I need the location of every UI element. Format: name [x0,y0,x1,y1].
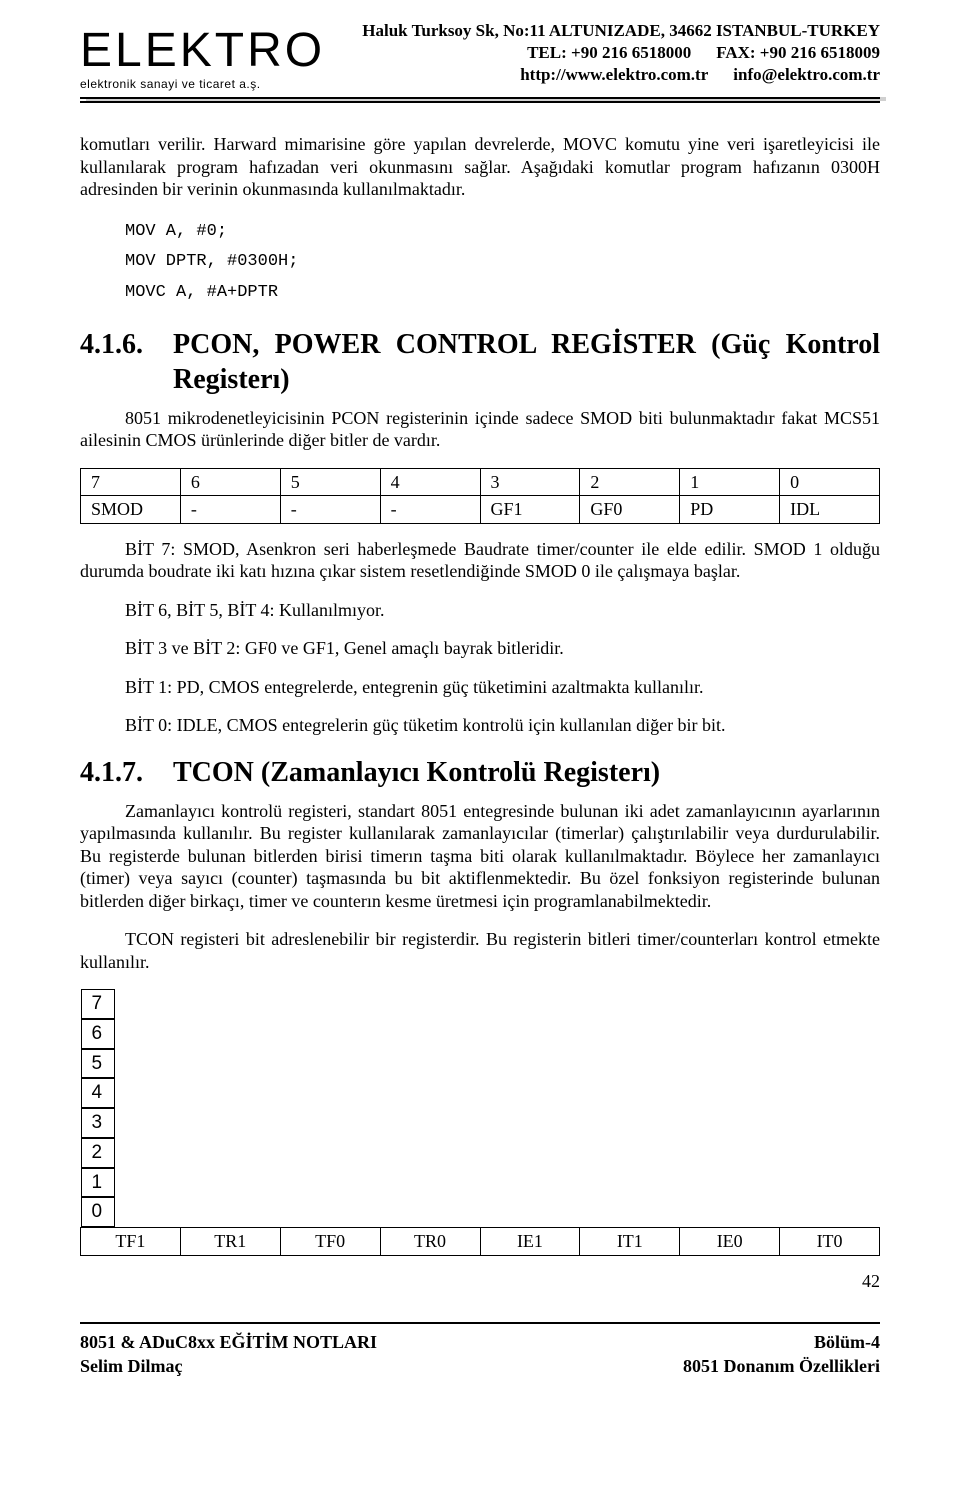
footer-left: 8051 & ADuC8xx EĞİTİM NOTLARI Selim Dilm… [80,1330,377,1379]
pcon-smod: SMOD [81,496,181,524]
contact-block: Haluk Turksoy Sk, No:11 ALTUNIZADE, 3466… [345,20,880,91]
tcon-it1: IT1 [580,1228,680,1256]
pcon-d6: - [180,496,280,524]
table-row: 7 6 5 4 3 2 1 0 [81,468,880,496]
tcon-register-table: 7 6 5 4 3 2 1 0 TF1 TR1 TF0 TR0 IE1 IT1 … [80,989,880,1256]
pcon-register-table: 7 6 5 4 3 2 1 0 SMOD - - - GF1 GF0 PD ID… [80,468,880,524]
pcon-pd: PD [680,496,780,524]
para-intro: komutları verilir. Harward mimarisine gö… [80,133,880,201]
logo-block: ELEKTRO elektronik sanayi ve ticaret a.ş… [80,27,325,91]
footer-rule [80,1322,880,1324]
footer-left-2: Selim Dilmaç [80,1354,377,1378]
pcon-d4: - [380,496,480,524]
pcon-bit-7: 7 [81,468,181,496]
pcon-bit-5: 5 [280,468,380,496]
bit7-desc: BİT 7: SMOD, Asenkron seri haberleşmede … [80,538,880,583]
fax: FAX: +90 216 6518009 [716,43,880,62]
section-title: PCON, POWER CONTROL REGİSTER (Güç Kontro… [173,327,880,397]
section-num: 4.1.7. [80,755,143,790]
sec416-intro: 8051 mikrodenetleyicisinin PCON register… [80,407,880,452]
body-text: komutları verilir. Harward mimarisine gö… [80,133,880,1378]
footer-right: Bölüm-4 8051 Donanım Özellikleri [683,1330,880,1379]
footer-right-1: Bölüm-4 [683,1330,880,1354]
document-page: ELEKTRO elektronik sanayi ve ticaret a.ş… [0,0,960,1511]
pcon-bit-0: 0 [780,468,880,496]
tcon-tf1: TF1 [81,1228,181,1256]
tcon-ie0: IE0 [680,1228,780,1256]
page-footer: 8051 & ADuC8xx EĞİTİM NOTLARI Selim Dilm… [80,1330,880,1379]
bit32-desc: BİT 3 ve BİT 2: GF0 ve GF1, Genel amaçlı… [125,637,880,660]
tcon-tr0: TR0 [380,1228,480,1256]
tcon-bit-7: 7 [81,989,115,1019]
section-416-heading: 4.1.6. PCON, POWER CONTROL REGİSTER (Güç… [80,327,880,397]
section-num: 4.1.6. [80,327,143,397]
pcon-bit-3: 3 [480,468,580,496]
pcon-d5: - [280,496,380,524]
section-title: TCON (Zamanlayıcı Kontrolü Registerı) [173,755,880,790]
tcon-bit-4: 4 [81,1078,115,1108]
footer-left-1: 8051 & ADuC8xx EĞİTİM NOTLARI [80,1330,377,1354]
phone-line: TEL: +90 216 6518000 FAX: +90 216 6518009 [345,42,880,64]
bit654-desc: BİT 6, BİT 5, BİT 4: Kullanılmıyor. [125,599,880,622]
table-row: 7 6 5 4 3 2 1 0 [81,989,880,1228]
pcon-bit-2: 2 [580,468,680,496]
sec417-p2: TCON registeri bit adreslenebilir bir re… [80,928,880,973]
web-line: http://www.elektro.com.tr info@elektro.co… [345,64,880,86]
tcon-tf0: TF0 [280,1228,380,1256]
code-line-2: MOV DPTR, #0300H; [125,247,880,278]
tcon-bit-1: 1 [81,1168,115,1198]
pcon-idl: IDL [780,496,880,524]
page-header: ELEKTRO elektronik sanayi ve ticaret a.ş… [80,0,880,91]
code-line-3: MOVC A, #A+DPTR [125,278,880,309]
tcon-ie1: IE1 [480,1228,580,1256]
tcon-bit-2: 2 [81,1138,115,1168]
logo-sub: elektronik sanayi ve ticaret a.ş. [80,77,325,91]
page-number: 42 [80,1270,880,1293]
email: info@elektro.com.tr [733,65,880,84]
tel: TEL: +90 216 6518000 [527,43,691,62]
tcon-bit-5: 5 [81,1049,115,1079]
tcon-bit-6: 6 [81,1019,115,1049]
code-line-1: MOV A, #0; [125,217,880,248]
pcon-bit-4: 4 [380,468,480,496]
sec417-p1: Zamanlayıcı kontrolü registeri, standart… [80,800,880,913]
bit1-desc: BİT 1: PD, CMOS entegrelerde, entegrenin… [125,676,880,699]
table-row: TF1 TR1 TF0 TR0 IE1 IT1 IE0 IT0 [81,1228,880,1256]
tcon-bit-3: 3 [81,1108,115,1138]
header-rule [80,97,880,103]
table-row: SMOD - - - GF1 GF0 PD IDL [81,496,880,524]
pcon-bit-6: 6 [180,468,280,496]
pcon-gf1: GF1 [480,496,580,524]
footer-right-2: 8051 Donanım Özellikleri [683,1354,880,1378]
address-line: Haluk Turksoy Sk, No:11 ALTUNIZADE, 3466… [345,20,880,42]
pcon-bit-1: 1 [680,468,780,496]
pcon-gf0: GF0 [580,496,680,524]
logo-main: ELEKTRO [80,27,325,75]
web-url: http://www.elektro.com.tr [520,65,708,84]
bit0-desc: BİT 0: IDLE, CMOS entegrelerin güç tüket… [125,714,880,737]
tcon-it0: IT0 [780,1228,880,1256]
code-block: MOV A, #0; MOV DPTR, #0300H; MOVC A, #A+… [125,217,880,309]
tcon-tr1: TR1 [180,1228,280,1256]
tcon-bit-0: 0 [81,1197,115,1227]
section-417-heading: 4.1.7. TCON (Zamanlayıcı Kontrolü Regist… [80,755,880,790]
